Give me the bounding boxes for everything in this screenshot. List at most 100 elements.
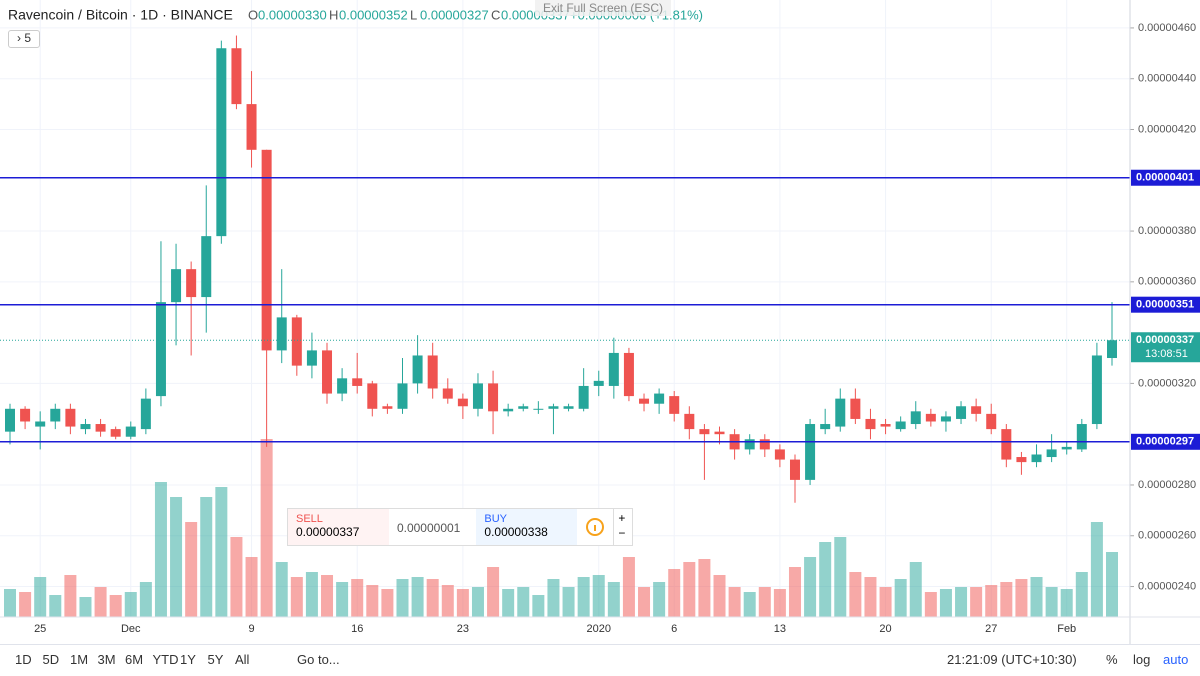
- volume-bar: [849, 572, 862, 617]
- candle-body: [759, 439, 770, 450]
- volume-bar: [955, 587, 968, 617]
- sell-box[interactable]: SELL 0.00000337: [288, 509, 389, 545]
- volume-bar: [562, 587, 575, 617]
- candle-body: [95, 424, 106, 432]
- candle-body: [397, 383, 408, 409]
- countdown: 13:08:51: [1145, 348, 1188, 360]
- candle-body: [533, 408, 544, 410]
- goto-button[interactable]: Go to...: [297, 652, 340, 667]
- volume-bar: [49, 595, 62, 617]
- candle-body: [639, 398, 650, 404]
- range-button[interactable]: All: [235, 652, 250, 667]
- price-line-tag: [1131, 169, 1200, 186]
- fullscreen-hint[interactable]: Exit Full Screen (ESC): [535, 0, 672, 16]
- step-buttons[interactable]: + −: [613, 509, 632, 545]
- price-line-label: 0.00000351: [1136, 299, 1194, 311]
- candle-body: [684, 413, 695, 430]
- x-tick-label: 16: [351, 623, 363, 635]
- candle-body: [744, 439, 755, 450]
- range-button[interactable]: 5D: [42, 652, 60, 667]
- buy-box[interactable]: BUY 0.00000338: [476, 509, 578, 545]
- y-tick-label: 0.00000440: [1138, 73, 1196, 85]
- candle-body: [714, 431, 725, 435]
- x-tick-label: Feb: [1057, 623, 1076, 635]
- volume-bar: [321, 575, 334, 617]
- volume-bar: [743, 592, 756, 617]
- volume-bar: [245, 557, 258, 617]
- volume-layer: [4, 439, 1118, 617]
- candle-body: [201, 236, 212, 298]
- range-button[interactable]: YTD: [152, 652, 179, 667]
- candle-body: [367, 383, 378, 409]
- last-price-label: 0.00000337: [1136, 334, 1194, 346]
- ohlc-key: H: [329, 7, 338, 22]
- range-button[interactable]: 1Y: [180, 652, 196, 667]
- volume-bar: [64, 575, 77, 617]
- candle-body: [5, 408, 15, 432]
- y-tick-label: 0.00000280: [1138, 479, 1196, 491]
- range-button[interactable]: 6M: [125, 652, 144, 667]
- volume-bar: [1045, 587, 1058, 617]
- y-tick-label: 0.00000320: [1138, 377, 1196, 389]
- volume-bar: [185, 522, 198, 617]
- candle-body: [140, 398, 151, 430]
- candle-body: [246, 104, 257, 150]
- ohlc-key: C: [491, 7, 500, 22]
- candle-body: [472, 383, 483, 409]
- volume-bar: [290, 577, 303, 617]
- range-button[interactable]: 1M: [70, 652, 89, 667]
- volume-bar: [1060, 589, 1073, 617]
- volume-bar: [532, 595, 545, 617]
- candle-body: [80, 424, 91, 430]
- candle-body: [774, 449, 785, 460]
- volume-bar: [396, 579, 409, 617]
- y-tick-label: 0.00000460: [1138, 22, 1196, 34]
- candle-body: [20, 408, 31, 422]
- ohlc-value: 0.00000352: [339, 7, 408, 22]
- volume-bar: [834, 537, 847, 617]
- volume-bar: [788, 567, 801, 617]
- candle-body: [654, 393, 665, 404]
- price-line-tag: [1131, 296, 1200, 313]
- volume-bar: [411, 577, 424, 617]
- trade-widget: SELL 0.00000337 0.00000001 BUY 0.00000338 …: [287, 508, 633, 546]
- ohlc-value: 0.00000330: [258, 7, 327, 22]
- candle-body: [1107, 340, 1117, 359]
- candle-body: [65, 408, 76, 427]
- price-line-label: 0.00000297: [1136, 436, 1194, 448]
- candle-body: [35, 421, 46, 427]
- range-button[interactable]: 1D: [15, 652, 32, 667]
- volume-bar: [426, 579, 439, 617]
- candle-body: [155, 302, 166, 397]
- volume-bar: [1000, 582, 1013, 617]
- volume-bar: [336, 582, 349, 617]
- candle-body: [488, 383, 499, 412]
- scale-option[interactable]: log: [1133, 652, 1151, 667]
- volume-bar: [638, 587, 651, 617]
- candle-body: [593, 380, 604, 386]
- scale-option[interactable]: %: [1106, 652, 1118, 667]
- volume-bar: [713, 575, 726, 617]
- candle-body: [276, 317, 287, 351]
- range-button[interactable]: 3M: [97, 652, 116, 667]
- sell-price: 0.00000337: [296, 525, 360, 539]
- candle-body: [171, 269, 182, 303]
- volume-bar: [200, 497, 213, 617]
- volume-bar: [517, 587, 530, 617]
- y-tick-label: 0.00000240: [1138, 580, 1196, 592]
- range-button[interactable]: 5Y: [207, 652, 224, 667]
- volume-bar: [668, 569, 681, 617]
- volume-bar: [94, 587, 107, 617]
- info-icon[interactable]: [577, 509, 613, 545]
- volume-bar: [109, 595, 122, 617]
- volume-bar: [1030, 577, 1043, 617]
- volume-bar: [728, 587, 741, 617]
- buy-label: BUY: [484, 513, 508, 525]
- candle-body: [956, 406, 967, 419]
- volume-bar: [1075, 572, 1088, 617]
- candle-body: [1031, 454, 1042, 463]
- scale-option[interactable]: auto: [1163, 652, 1189, 667]
- interval-button[interactable]: › 5: [8, 30, 40, 48]
- volume-bar: [215, 487, 228, 617]
